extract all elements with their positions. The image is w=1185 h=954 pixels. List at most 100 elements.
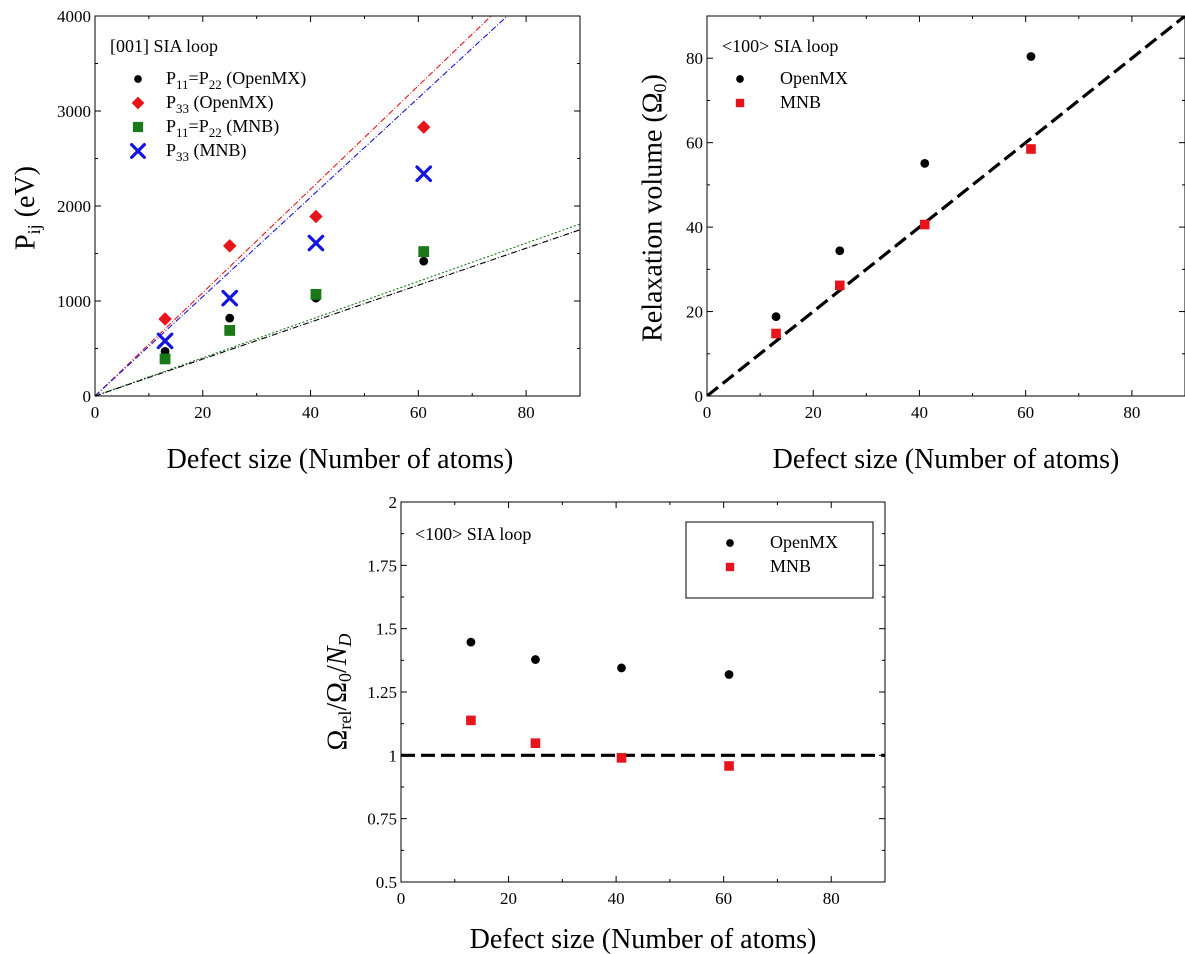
panel2-data-point xyxy=(771,312,781,322)
panel3-data-point xyxy=(617,663,626,673)
panel3-y-tick-label: 0.5 xyxy=(376,873,397,892)
panel1-data-points xyxy=(156,120,433,365)
panel3-legend: OpenMX MNB xyxy=(685,521,874,599)
panel2-fit-line xyxy=(707,16,1185,396)
panel1-x-tick-label: 80 xyxy=(518,403,535,422)
panel1-data-point xyxy=(310,288,322,300)
panel1-y-tick-label: 4000 xyxy=(57,7,91,26)
panel3-x-axis-label: Defect size (Number of atoms) xyxy=(470,924,817,954)
panel2-y-axis-label: Relaxation volume (Ω0) xyxy=(637,74,670,342)
panel1-data-point xyxy=(307,234,325,252)
panel3-legend-frame xyxy=(685,521,874,599)
panel3-y-tick-label: 2 xyxy=(389,493,398,512)
panel3-x-tick-label: 40 xyxy=(608,889,625,908)
panel3-annotation: <100> SIA loop xyxy=(415,524,531,544)
panel2-y-tick-label: 40 xyxy=(686,218,703,237)
panel2-y-tick-label: 0 xyxy=(695,387,704,406)
panel1-legend-marker xyxy=(130,143,146,159)
panel2-legend-label: OpenMX xyxy=(780,68,848,88)
panel1-x-axis-label: Defect size (Number of atoms) xyxy=(167,444,514,475)
panel2-annotation: <100> SIA loop xyxy=(722,36,838,56)
panel1-y-tick-label: 1000 xyxy=(57,292,91,311)
panel2-ticks: 0 20 40 60 80 0 20 40 60 80 xyxy=(686,16,1185,422)
panel1-x-tick-label: 20 xyxy=(194,403,211,422)
panel3-legend-marker xyxy=(725,562,735,572)
panel1-data-point xyxy=(419,256,429,266)
panel1-y-tick-label: 3000 xyxy=(57,102,91,121)
panel2-x-axis-label: Defect size (Number of atoms) xyxy=(773,444,1120,475)
panel3-data-point xyxy=(531,655,540,664)
panel1-data-point xyxy=(225,313,235,323)
panel3-legend-marker xyxy=(726,539,734,547)
panel1-x-tick-label: 60 xyxy=(410,403,427,422)
panel1-fit-lines xyxy=(95,16,580,396)
relaxation-volume-panel: 0 20 40 60 80 0 20 40 60 80 <100> SIA loop OpenMX… xyxy=(637,15,1185,475)
panel2-x-tick-label: 0 xyxy=(703,403,712,422)
panel1-data-point xyxy=(221,289,239,307)
panel2-plot-frame xyxy=(706,15,1185,397)
panel1-x-tick-label: 0 xyxy=(91,403,100,422)
panel2-data-point xyxy=(1026,52,1036,61)
panel2-data-point xyxy=(835,246,845,256)
panel1-data-point xyxy=(159,353,171,365)
panel2-y-tick-label: 80 xyxy=(686,49,703,68)
panel1-legend-label: P33 (OpenMX) xyxy=(166,92,274,116)
panel1-y-tick-label: 2000 xyxy=(57,197,91,216)
panel1-legend-label: P11=P22 (OpenMX) xyxy=(166,68,306,92)
panel2-data-point xyxy=(1026,144,1036,154)
panel1-legend-label: P11=P22 (MNB) xyxy=(166,116,279,140)
panel2-legend-marker xyxy=(735,98,745,108)
panel2-data-point xyxy=(919,219,930,230)
pressure-tensor-panel: 0 20 40 60 80 0 1000 2000 3000 4000 [001] SIA loo… xyxy=(10,7,581,475)
panel2-x-tick-label: 60 xyxy=(1017,403,1034,422)
panel1-data-point xyxy=(309,209,323,224)
panel2-data-point xyxy=(771,328,781,339)
panel3-data-point xyxy=(724,761,734,771)
panel1-y-tick-label: 0 xyxy=(83,387,92,406)
panel1-plot-frame xyxy=(94,15,581,397)
panel3-y-axis-label: Ωrel/Ω0/ND xyxy=(322,634,355,751)
panel1-legend-marker xyxy=(131,96,145,110)
panel3-x-tick-label: 0 xyxy=(397,889,406,908)
panel1-data-point xyxy=(222,239,237,253)
panel3-data-point xyxy=(466,715,476,726)
panel3-data-point xyxy=(616,753,627,763)
panel1-fit-line xyxy=(95,223,580,396)
panel2-y-tick-label: 60 xyxy=(686,134,703,153)
panel3-y-tick-label: 1.25 xyxy=(367,683,397,702)
panel3-legend-label: MNB xyxy=(770,556,811,576)
panel1-data-point xyxy=(156,332,174,350)
panel3-y-tick-label: 1.75 xyxy=(367,556,397,575)
panel1-legend-marker xyxy=(132,121,144,133)
panel2-data-point xyxy=(920,158,930,168)
panel3-y-tick-label: 1 xyxy=(389,746,398,765)
normalized-volume-panel: 0 20 40 60 80 0.5 0.75 1 1.25 1.5 1.75 2 <100> SIA … xyxy=(322,493,886,954)
panel3-y-tick-label: 0.75 xyxy=(367,810,397,829)
panel1-data-point xyxy=(224,325,236,336)
panel3-data-point xyxy=(724,670,734,679)
panel1-fit-line xyxy=(95,16,508,396)
panel2-legend: OpenMX MNB xyxy=(735,68,848,112)
panel3-x-tick-label: 20 xyxy=(500,889,517,908)
panel1-ticks: 0 20 40 60 80 0 1000 2000 3000 4000 xyxy=(57,7,580,422)
panel3-legend-label: OpenMX xyxy=(770,532,838,552)
panel2-y-tick-label: 20 xyxy=(686,303,703,322)
panel1-x-tick-label: 40 xyxy=(302,403,319,422)
panel1-data-point xyxy=(158,312,172,326)
panel1-legend-marker xyxy=(134,75,142,83)
panel3-y-tick-label: 1.5 xyxy=(376,620,397,639)
panel3-data-points xyxy=(466,637,734,771)
panel1-data-point xyxy=(418,246,430,257)
panel3-plot-frame xyxy=(400,501,886,883)
panel3-x-tick-label: 60 xyxy=(715,889,732,908)
panel2-legend-marker xyxy=(736,75,744,83)
panel1-data-point xyxy=(415,165,433,183)
panel2-data-points xyxy=(771,52,1036,339)
panel3-data-point xyxy=(466,637,476,647)
panel2-fit-lines xyxy=(707,16,1185,396)
panel2-x-tick-label: 20 xyxy=(805,403,822,422)
panel1-annotation: [001] SIA loop xyxy=(110,36,218,56)
panel1-legend-label: P33 (MNB) xyxy=(166,140,247,164)
panel1-legend: P11=P22 (OpenMX)P33 (OpenMX)P11=P22 (MNB… xyxy=(130,68,306,164)
panel1-y-axis-label: Pij (eV) xyxy=(10,166,44,250)
